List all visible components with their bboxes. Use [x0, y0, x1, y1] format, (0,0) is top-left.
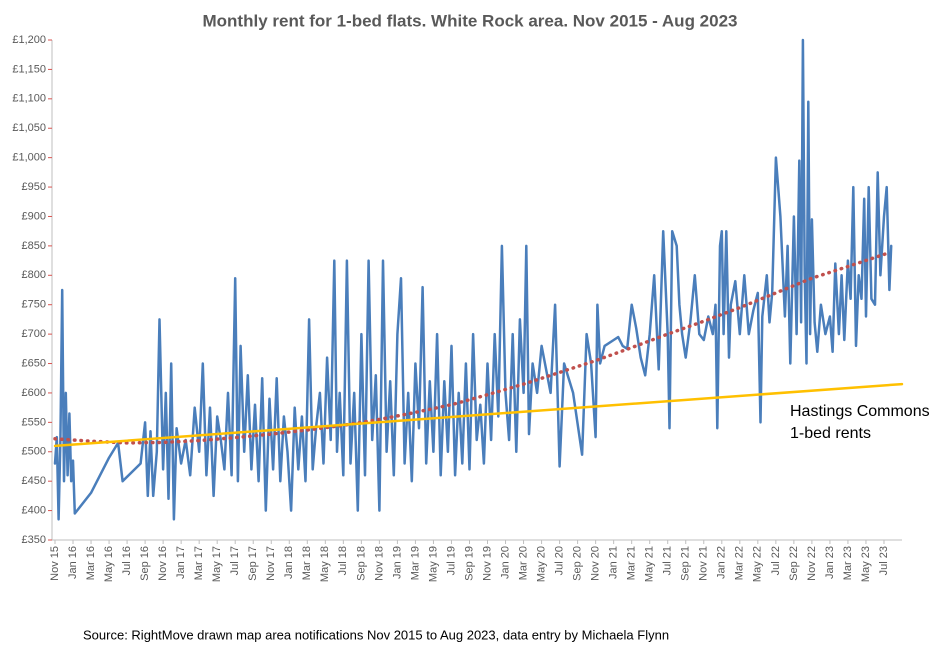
- y-tick-label: £450: [22, 475, 46, 487]
- x-tick-label: Sep 20: [572, 546, 584, 581]
- y-tick-label: £700: [22, 328, 46, 340]
- x-tick-label: Jan 19: [391, 546, 403, 579]
- y-tick-label: £650: [22, 357, 46, 369]
- x-tick-label: Mar 16: [85, 546, 97, 580]
- y-tick-label: £800: [22, 269, 46, 281]
- annotation: 1-bed rents: [790, 425, 871, 442]
- x-tick-label: Jan 23: [824, 546, 836, 579]
- x-tick-label: Nov 18: [373, 546, 385, 581]
- x-tick-label: Nov 19: [481, 546, 493, 581]
- x-tick-label: Sep 19: [463, 546, 475, 581]
- x-tick-label: May 21: [644, 546, 656, 582]
- x-tick-label: Sep 22: [788, 546, 800, 581]
- y-tick-label: £1,000: [12, 152, 46, 164]
- x-tick-label: Nov 21: [698, 546, 710, 581]
- x-tick-label: Jul 22: [770, 546, 782, 575]
- x-tick-label: May 19: [427, 546, 439, 582]
- x-tick-label: May 16: [103, 546, 115, 582]
- y-tick-label: £900: [22, 210, 46, 222]
- source-note: Source: RightMove drawn map area notific…: [83, 627, 669, 642]
- annotation: Hastings Commons: [790, 403, 930, 420]
- x-tick-label: May 23: [860, 546, 872, 582]
- x-tick-label: May 22: [752, 546, 764, 582]
- x-tick-label: Jan 22: [716, 546, 728, 579]
- x-tick-label: Jan 17: [175, 546, 187, 579]
- x-tick-label: Nov 17: [265, 546, 277, 581]
- y-tick-label: £1,050: [12, 122, 46, 134]
- x-tick-label: Jul 16: [121, 546, 133, 575]
- y-tick-label: £350: [22, 534, 46, 546]
- x-tick-label: Mar 20: [517, 546, 529, 580]
- y-tick-label: £600: [22, 387, 46, 399]
- x-tick-label: Jan 20: [499, 546, 511, 579]
- x-tick-label: Jan 18: [283, 546, 295, 579]
- x-tick-label: Nov 22: [806, 546, 818, 581]
- x-tick-label: Jul 21: [662, 546, 674, 575]
- y-tick-label: £1,100: [12, 93, 46, 105]
- x-tick-label: Nov 16: [157, 546, 169, 581]
- x-tick-label: May 18: [319, 546, 331, 582]
- x-tick-label: Jul 20: [554, 546, 566, 575]
- x-tick-label: Nov 20: [590, 546, 602, 581]
- y-tick-label: £850: [22, 240, 46, 252]
- x-tick-label: Jul 17: [229, 546, 241, 575]
- series-line: [53, 251, 891, 445]
- x-tick-label: Sep 17: [247, 546, 259, 581]
- x-tick-label: Sep 18: [355, 546, 367, 581]
- x-tick-label: Sep 16: [139, 546, 151, 581]
- chart-title: Monthly rent for 1-bed flats. White Rock…: [203, 11, 738, 30]
- series-line: [53, 382, 904, 448]
- x-tick-label: Mar 19: [409, 546, 421, 580]
- x-tick-label: Mar 22: [734, 546, 746, 580]
- x-tick-label: Jan 16: [67, 546, 79, 579]
- x-tick-label: May 20: [535, 546, 547, 582]
- x-tick-label: Jul 19: [445, 546, 457, 575]
- y-tick-label: £400: [22, 504, 46, 516]
- y-tick-label: £1,150: [12, 63, 46, 75]
- x-tick-label: Jan 21: [608, 546, 620, 579]
- x-tick-label: Mar 17: [193, 546, 205, 580]
- x-tick-label: May 17: [211, 546, 223, 582]
- y-tick-label: £550: [22, 416, 46, 428]
- y-tick-label: £950: [22, 181, 46, 193]
- y-tick-label: £750: [22, 299, 46, 311]
- y-tick-label: £500: [22, 446, 46, 458]
- x-tick-label: Mar 18: [301, 546, 313, 580]
- x-tick-label: Nov 15: [49, 546, 61, 581]
- x-tick-label: Jul 18: [337, 546, 349, 575]
- x-tick-label: Mar 23: [842, 546, 854, 580]
- x-tick-label: Mar 21: [626, 546, 638, 580]
- x-tick-label: Sep 21: [680, 546, 692, 581]
- x-tick-label: Jul 23: [878, 546, 890, 575]
- y-tick-label: £1,200: [12, 34, 46, 46]
